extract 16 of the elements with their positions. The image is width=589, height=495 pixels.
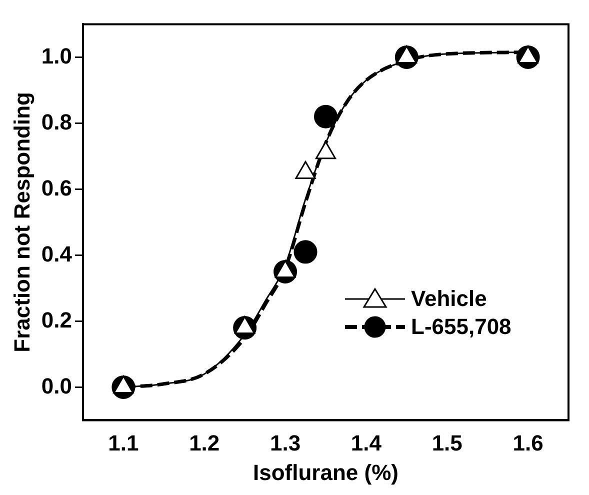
y-tick-label: 0.8 <box>41 109 72 134</box>
legend-label: L-655,708 <box>411 314 512 340</box>
y-tick-label: 0.0 <box>41 373 72 398</box>
x-tick-label: 1.3 <box>270 430 301 456</box>
x-axis-title: Isoflurane (%) <box>253 460 398 485</box>
x-tick-label: 1.4 <box>350 430 382 456</box>
y-tick-label: 0.4 <box>41 241 73 266</box>
legend-label: Vehicle <box>411 286 487 312</box>
x-tick-label: 1.5 <box>432 430 462 456</box>
y-tick-label: 0.6 <box>41 175 72 200</box>
x-tick-label: 1.6 <box>512 430 544 456</box>
x-tick-label: 1.1 <box>108 430 139 456</box>
y-tick-label: 0.2 <box>41 307 72 332</box>
y-axis-title: Fraction not Responding <box>9 92 34 352</box>
y-tick-label: 1.0 <box>41 43 72 68</box>
x-tick-label: 1.2 <box>189 430 220 456</box>
